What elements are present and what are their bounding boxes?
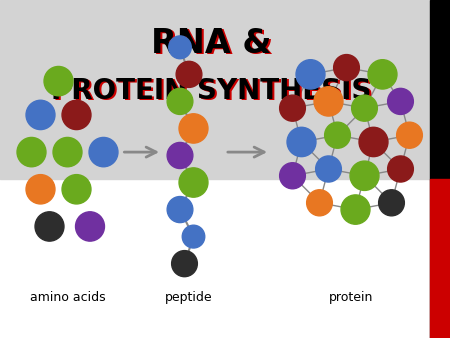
Text: RNA &: RNA & <box>151 27 272 61</box>
Text: RNA &: RNA & <box>153 28 273 62</box>
Ellipse shape <box>341 195 370 224</box>
Ellipse shape <box>396 122 423 148</box>
Ellipse shape <box>315 156 342 182</box>
Ellipse shape <box>171 250 198 277</box>
Text: amino acids: amino acids <box>30 291 105 304</box>
Ellipse shape <box>287 127 316 156</box>
Ellipse shape <box>17 138 46 167</box>
Ellipse shape <box>368 60 397 89</box>
Ellipse shape <box>62 100 91 129</box>
Text: peptide: peptide <box>165 291 213 304</box>
Ellipse shape <box>167 196 193 223</box>
Ellipse shape <box>169 36 191 59</box>
Ellipse shape <box>179 168 208 197</box>
Ellipse shape <box>26 175 55 204</box>
Text: PROTEIN SYNTHESIS: PROTEIN SYNTHESIS <box>53 78 373 106</box>
Ellipse shape <box>167 88 193 115</box>
Ellipse shape <box>62 175 91 204</box>
Text: protein: protein <box>329 291 373 304</box>
Ellipse shape <box>76 212 104 241</box>
Ellipse shape <box>279 163 306 189</box>
Ellipse shape <box>387 88 414 115</box>
Ellipse shape <box>351 95 378 121</box>
Ellipse shape <box>279 95 306 121</box>
Bar <box>430 0 450 338</box>
Ellipse shape <box>26 100 55 129</box>
Ellipse shape <box>167 142 193 169</box>
Bar <box>430 179 450 338</box>
Ellipse shape <box>296 60 325 89</box>
Text: PROTEIN SYNTHESIS: PROTEIN SYNTHESIS <box>51 77 372 105</box>
Ellipse shape <box>182 225 205 248</box>
Ellipse shape <box>89 138 118 167</box>
Ellipse shape <box>324 122 351 148</box>
Ellipse shape <box>179 114 208 143</box>
Ellipse shape <box>387 156 414 182</box>
Ellipse shape <box>53 138 82 167</box>
Ellipse shape <box>44 67 73 96</box>
Ellipse shape <box>176 61 202 88</box>
Ellipse shape <box>350 161 379 190</box>
Bar <box>0 0 450 179</box>
Ellipse shape <box>378 190 405 216</box>
Ellipse shape <box>35 212 64 241</box>
Ellipse shape <box>333 54 360 81</box>
Ellipse shape <box>306 190 333 216</box>
Ellipse shape <box>314 87 343 116</box>
Ellipse shape <box>359 127 388 156</box>
